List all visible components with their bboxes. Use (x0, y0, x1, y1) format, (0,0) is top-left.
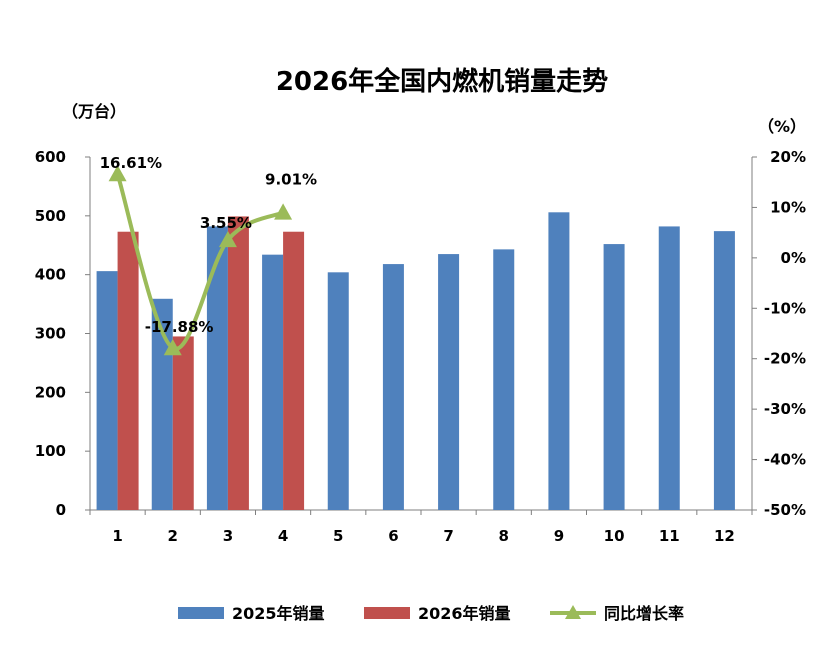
growth-rate-marker (108, 165, 127, 182)
y-right-tick-label: -20% (764, 350, 806, 368)
bar-2025 (713, 231, 735, 510)
y-right-tick-label: -10% (764, 299, 806, 317)
x-tick-label: 11 (659, 527, 680, 545)
legend-swatch (178, 607, 224, 619)
y-right-tick-label: -30% (764, 400, 806, 418)
y-right-tick-label: -50% (764, 501, 806, 519)
growth-rate-line (115, 173, 284, 351)
x-tick-label: 4 (278, 527, 288, 545)
bar-2026 (283, 231, 305, 511)
bar-2025 (603, 244, 625, 510)
y-left-tick-label: 100 (35, 442, 66, 460)
bar-2025 (262, 254, 284, 510)
legend-marker (565, 605, 581, 619)
y-right-tick-label: 10% (770, 198, 806, 216)
x-tick-label: 3 (223, 527, 233, 545)
legend: 2025年销量 2026年销量 同比增长率 (178, 604, 684, 623)
legend-label: 同比增长率 (604, 604, 684, 623)
bar-2025 (206, 226, 228, 510)
bar-2025 (438, 254, 460, 510)
x-tick-label: 1 (112, 527, 122, 545)
bar-2025 (658, 226, 680, 510)
x-tick-label: 2 (168, 527, 178, 545)
bar-series-group (96, 212, 735, 511)
y-left-tick-label: 600 (35, 148, 66, 166)
legend-label: 2025年销量 (232, 604, 325, 623)
chart-title: 2026年全国内燃机销量走势 (276, 66, 608, 97)
bar-2025 (327, 272, 349, 510)
bar-2025 (382, 264, 404, 510)
growth-rate-data-label: 16.61% (100, 154, 162, 172)
x-tick-label: 12 (714, 527, 735, 545)
bar-2025 (96, 271, 118, 510)
bar-2025 (548, 212, 570, 510)
y-right-tick-label: -40% (764, 451, 806, 469)
growth-line-group: 16.61% -17.88% 3.55% 9.01% (100, 154, 317, 356)
y-left-unit-label: （万台） (62, 102, 126, 121)
growth-rate-data-label: 9.01% (265, 170, 317, 188)
x-tick-label: 9 (554, 527, 564, 545)
x-tick-label: 7 (443, 527, 453, 545)
y-right-unit-label: （%） (758, 117, 806, 136)
y-left-tick-label: 200 (35, 383, 66, 401)
legend-swatch (364, 607, 410, 619)
y-left-tick-label: 300 (35, 325, 66, 343)
y-left-tick-label: 500 (35, 207, 66, 225)
x-tick-label: 10 (604, 527, 625, 545)
y-left-tick-label: 0 (56, 501, 66, 519)
growth-rate-data-label: 3.55% (200, 214, 252, 232)
bar-2026 (172, 336, 194, 510)
growth-rate-marker (274, 203, 293, 220)
growth-rate-marker (218, 230, 237, 248)
x-tick-label: 5 (333, 527, 343, 545)
bar-2025 (493, 249, 515, 510)
x-tick-label: 6 (388, 527, 398, 545)
y-right-tick-label: 0% (781, 249, 806, 267)
y-right-tick-label: 20% (770, 148, 806, 166)
axes: 0 100 200 300 400 500 600 -50% -40% -30% -20% -10% 0… (35, 148, 806, 545)
bar-2026 (117, 231, 139, 511)
x-tick-label: 8 (499, 527, 509, 545)
growth-rate-data-label: -17.88% (145, 318, 214, 336)
y-left-tick-label: 400 (35, 266, 66, 284)
bar-2026 (227, 216, 249, 510)
legend-label: 2026年销量 (418, 604, 511, 623)
growth-rate-marker (163, 339, 182, 356)
